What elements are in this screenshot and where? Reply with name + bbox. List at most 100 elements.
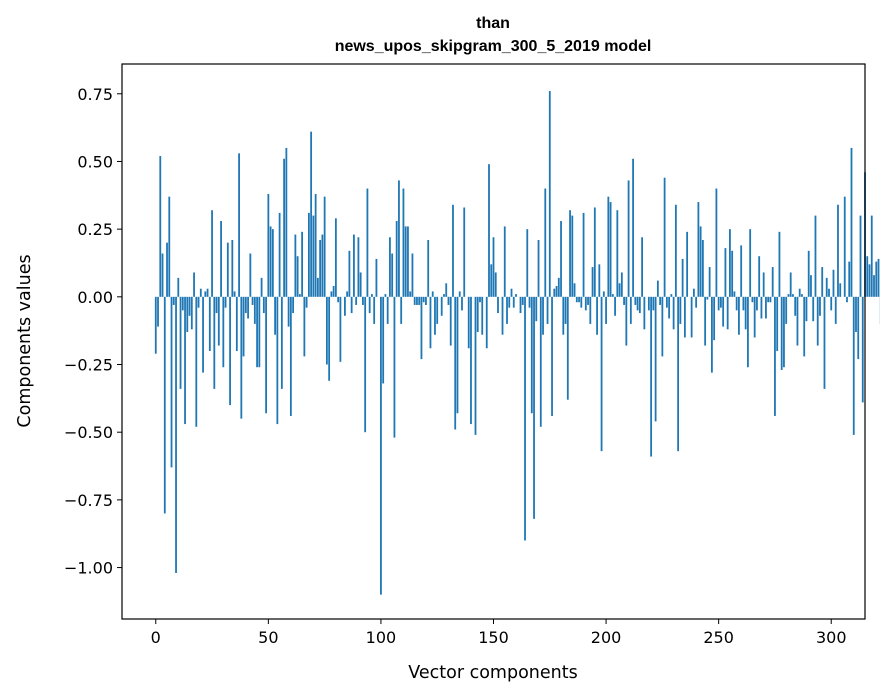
bar-134: [456, 296, 459, 414]
bar-253: [724, 248, 727, 297]
bar-111: [404, 226, 407, 297]
bar-165: [526, 229, 529, 297]
bar-245: [706, 296, 709, 300]
bar-6: [168, 196, 171, 297]
bar-94: [366, 188, 369, 297]
bar-121: [427, 239, 430, 297]
bar-289: [805, 296, 808, 322]
bar-276: [776, 296, 779, 351]
bar-132: [452, 204, 454, 297]
bar-155: [503, 226, 506, 297]
bar-252: [722, 296, 725, 327]
y-tick-label-1: 0.50: [77, 152, 113, 171]
bar-176: [551, 296, 553, 416]
bar-297: [823, 296, 826, 389]
bar-224: [659, 296, 662, 305]
bar-123: [431, 291, 434, 297]
bar-232: [677, 296, 680, 452]
bar-42: [249, 253, 252, 297]
bar-3: [161, 253, 164, 297]
bar-185: [571, 215, 574, 297]
bar-217: [643, 296, 646, 330]
bar-75: [323, 196, 326, 297]
bar-22: [204, 291, 207, 297]
bar-150: [492, 237, 495, 297]
bar-169: [535, 296, 538, 322]
bar-38: [240, 296, 243, 419]
bar-11: [179, 296, 182, 389]
bar-221: [652, 296, 655, 311]
bar-118: [420, 296, 423, 360]
bar-131: [449, 296, 452, 346]
bar-286: [798, 288, 801, 297]
bar-207: [620, 272, 623, 297]
bar-100: [380, 296, 382, 595]
bar-220: [650, 296, 653, 457]
bar-281: [787, 294, 790, 297]
bar-45: [256, 296, 258, 368]
bar-267: [756, 296, 758, 311]
bar-316: [866, 256, 869, 297]
bar-173: [544, 188, 547, 297]
x-tick-label-1: 50: [258, 628, 278, 647]
bar-204: [614, 296, 616, 316]
bar-7: [170, 296, 173, 468]
bar-140: [470, 296, 472, 425]
chart-title-line-2: news_upos_skipgram_300_5_2019 model: [335, 38, 652, 55]
bar-53: [274, 296, 276, 335]
bar-66: [303, 296, 306, 357]
x-tick-label-5: 250: [703, 628, 734, 647]
bar-116: [416, 296, 418, 305]
bar-90: [357, 237, 360, 297]
x-tick-label-4: 200: [591, 628, 622, 647]
bar-2: [159, 156, 162, 297]
bar-163: [521, 296, 524, 305]
bar-91: [359, 272, 362, 297]
bar-34: [231, 239, 234, 297]
bar-25: [211, 210, 213, 297]
bar-117: [418, 296, 421, 305]
bar-287: [801, 294, 803, 297]
bar-228: [668, 296, 671, 319]
bar-17: [193, 272, 195, 297]
bar-112: [407, 226, 409, 297]
bar-93: [364, 296, 367, 433]
bar-214: [636, 296, 639, 311]
bar-222: [654, 296, 657, 422]
bar-29: [220, 221, 222, 297]
bar-15: [188, 296, 191, 316]
bar-247: [711, 296, 713, 373]
bar-101: [382, 296, 385, 384]
bar-135: [458, 291, 461, 297]
bar-97: [373, 296, 376, 324]
bar-260: [740, 245, 743, 297]
bar-270: [762, 272, 765, 297]
bar-81: [337, 296, 340, 303]
bar-271: [765, 296, 767, 319]
x-tick-label-0: 0: [151, 628, 161, 647]
bar-27: [215, 296, 218, 314]
bar-76: [325, 296, 328, 365]
bar-168: [533, 296, 535, 519]
bar-200: [605, 296, 607, 324]
bar-320: [875, 261, 878, 297]
bar-96: [371, 294, 373, 297]
bar-192: [587, 296, 589, 305]
bar-88: [353, 234, 355, 297]
bar-18: [195, 296, 198, 427]
bar-310: [852, 296, 855, 435]
bar-170: [537, 239, 540, 297]
bar-300: [830, 296, 833, 311]
bar-248: [713, 296, 716, 341]
bar-180: [560, 221, 562, 297]
bar-164: [524, 296, 526, 541]
bar-16: [190, 296, 193, 330]
bar-50: [267, 193, 270, 297]
bar-61: [292, 296, 295, 314]
bar-284: [794, 296, 797, 316]
bar-157: [508, 296, 511, 308]
bar-238: [690, 296, 693, 338]
bar-69: [310, 131, 313, 297]
bar-188: [578, 296, 580, 303]
